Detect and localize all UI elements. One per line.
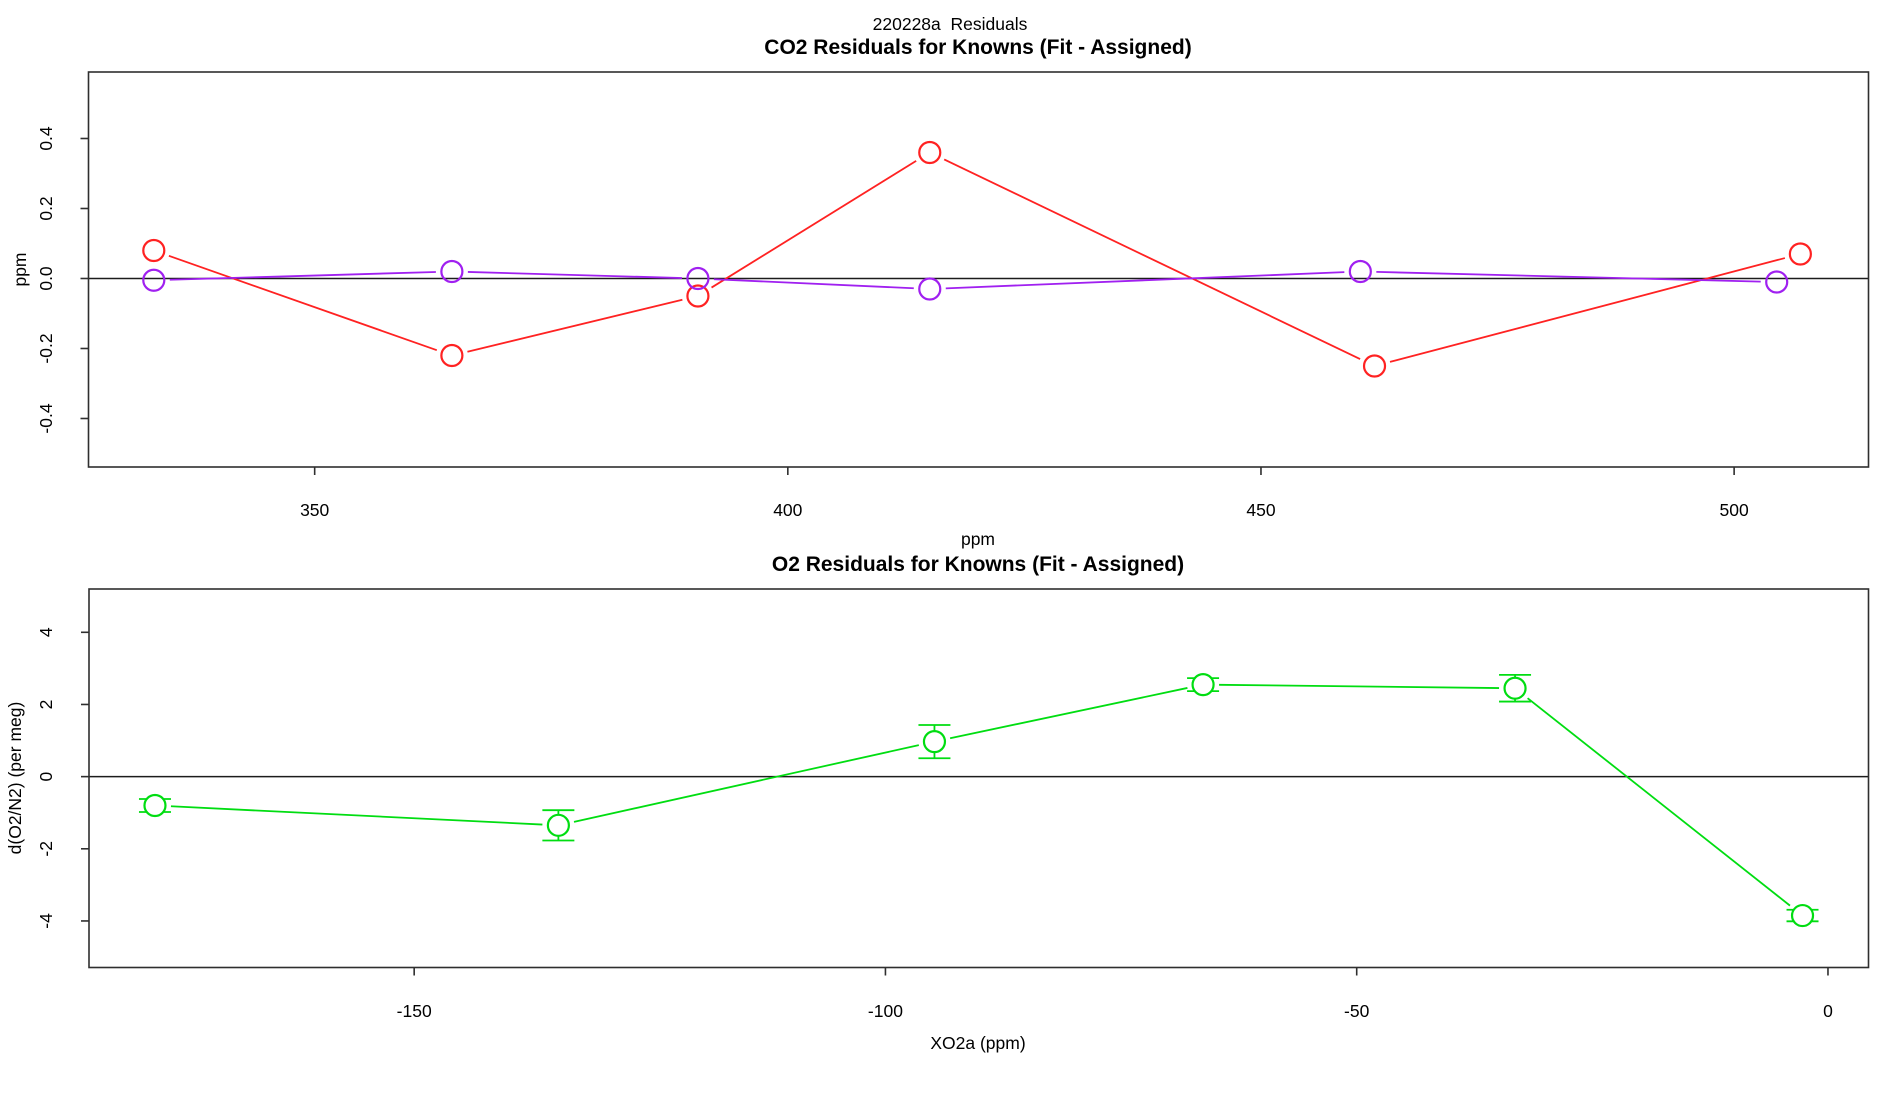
- series-segment: [573, 744, 920, 823]
- data-point-marker: [440, 259, 464, 284]
- o2-chart: -150 -100 -50 0 4 2 0 -2 -4: [36, 588, 1870, 1021]
- y-tick-label: 0: [36, 771, 56, 781]
- data-point-marker: [1362, 354, 1387, 378]
- series-segment: [169, 271, 436, 281]
- y-tick-label: 0.0: [36, 266, 56, 291]
- data-point-marker: [922, 730, 947, 754]
- series-segment: [467, 298, 683, 353]
- series-co2-residual-red: [142, 140, 1812, 378]
- x-tick-label: 0: [1823, 1001, 1833, 1021]
- series-segment: [713, 278, 914, 290]
- data-point-marker: [1765, 270, 1789, 294]
- data-point-marker: [686, 266, 710, 291]
- series-segment: [1389, 257, 1786, 363]
- series-segment: [467, 271, 682, 279]
- series-co2-residual-purple: [142, 259, 1789, 301]
- data-point-marker: [142, 268, 166, 292]
- o2-yaxis-label: d(O2/N2) (per meg): [5, 702, 25, 855]
- series-segment: [170, 805, 543, 826]
- series-segment: [945, 271, 1345, 290]
- y-tick-label: -4: [36, 913, 56, 929]
- series-segment: [949, 687, 1188, 740]
- o2-xaxis-label: XO2a (ppm): [930, 1033, 1025, 1053]
- x-tick-label: 450: [1246, 500, 1275, 520]
- data-point-marker: [918, 277, 942, 301]
- data-point-marker: [1790, 903, 1815, 928]
- data-point-marker: [686, 284, 710, 308]
- x-tick-label: 500: [1720, 500, 1749, 520]
- co2-xaxis-label: ppm: [961, 529, 995, 549]
- co2-yaxis-label: ppm: [10, 252, 30, 286]
- data-point-marker: [440, 343, 464, 368]
- y-tick-label: 0.2: [36, 196, 56, 220]
- figure-title: 220228a Residuals: [873, 14, 1028, 34]
- series-o2-residual-green: [138, 673, 1819, 928]
- data-point-marker: [546, 813, 570, 837]
- y-tick-label: -0.4: [36, 403, 56, 433]
- y-tick-label: -2: [36, 841, 56, 857]
- y-tick-label: 2: [36, 700, 56, 710]
- data-point-marker: [1191, 673, 1215, 697]
- data-point-marker: [1788, 242, 1812, 266]
- data-point-marker: [143, 793, 167, 818]
- series-segment: [1219, 683, 1500, 689]
- o2-chart-title: O2 Residuals for Knowns (Fit - Assigned): [772, 553, 1184, 576]
- y-tick-label: -0.2: [36, 333, 56, 363]
- series-segment: [711, 160, 917, 289]
- data-point-marker: [1348, 259, 1372, 284]
- x-tick-label: 350: [300, 500, 329, 520]
- series-segment: [1527, 697, 1791, 907]
- co2-chart-title: CO2 Residuals for Knowns (Fit - Assigned…: [764, 36, 1191, 59]
- data-point-marker: [1503, 676, 1527, 700]
- plot-box: [88, 588, 1870, 969]
- x-tick-label: -150: [397, 1001, 432, 1021]
- y-tick-label: 4: [36, 627, 56, 637]
- x-tick-label: -100: [868, 1001, 903, 1021]
- plot-box: [87, 71, 1870, 468]
- series-segment: [168, 254, 438, 352]
- data-point-marker: [918, 140, 942, 165]
- x-tick-label: 400: [773, 500, 802, 520]
- series-segment: [1376, 270, 1761, 283]
- y-tick-label: 0.4: [36, 126, 56, 151]
- data-point-marker: [142, 238, 166, 263]
- co2-chart: 350 400 450 500 0.4 0.2 0.0 -0.2 -0.4: [36, 71, 1870, 520]
- x-tick-label: -50: [1344, 1001, 1370, 1021]
- series-segment: [943, 158, 1361, 360]
